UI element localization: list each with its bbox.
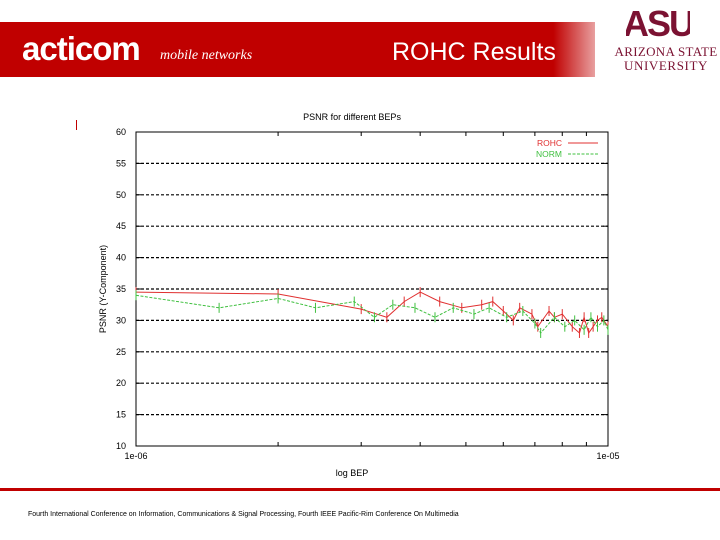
asu-name-line2: UNIVERSITY	[624, 58, 708, 73]
brand-logo: acticom	[22, 30, 141, 67]
psnr-chart: 10 15 20 25 30 35 40 45 50 55 60 1e-06 1e-05 ROHCNO…	[98, 112, 620, 478]
asu-name-line1: ARIZONA STATE	[614, 44, 718, 59]
footer-citation: Fourth International Conference on Infor…	[28, 511, 459, 518]
slide-marker	[76, 120, 77, 130]
y-tick-label: 60	[116, 127, 126, 137]
y-tick-label: 30	[116, 315, 126, 325]
x-tick-label: 1e-05	[596, 451, 619, 461]
series-line-norm	[135, 294, 609, 334]
y-tick-label: 25	[116, 347, 126, 357]
y-tick-label: 10	[116, 441, 126, 451]
series	[135, 287, 609, 338]
brand-tagline: mobile networks	[160, 48, 253, 63]
y-tick-label: 35	[116, 284, 126, 294]
legend-label-rohc: ROHC	[537, 138, 562, 148]
x-axis-ticks: 1e-06 1e-05	[124, 132, 620, 461]
x-tick-label: 1e-06	[124, 451, 147, 461]
y-tick-label: 15	[116, 410, 126, 420]
grid	[136, 162, 608, 416]
footer-divider	[0, 488, 720, 491]
asu-logo-area	[596, 0, 720, 77]
x-axis-label: log BEP	[336, 468, 369, 478]
y-tick-label: 40	[116, 253, 126, 263]
y-tick-label: 45	[116, 221, 126, 231]
header-bar: acticom mobile networks ROHC Results	[0, 0, 595, 77]
chart-title: PSNR for different BEPs	[303, 112, 401, 122]
legend-label-norm: NORM	[536, 149, 562, 159]
series-line-rohc	[135, 291, 609, 335]
y-tick-label: 55	[116, 158, 126, 168]
y-tick-label: 50	[116, 190, 126, 200]
y-axis-ticks: 10 15 20 25 30 35 40 45 50 55 60	[116, 127, 608, 451]
header-background	[0, 0, 595, 77]
asu-logo: ASU	[626, 4, 690, 40]
y-tick-label: 20	[116, 378, 126, 388]
y-axis-label: PSNR (Y-Component)	[98, 245, 108, 333]
slide-title: ROHC Results	[392, 38, 556, 66]
asu-letters: ASU	[626, 4, 690, 40]
